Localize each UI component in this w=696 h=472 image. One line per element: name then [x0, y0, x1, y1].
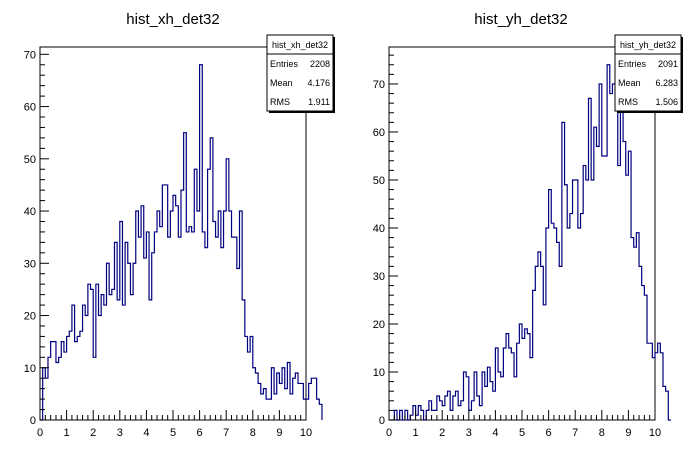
stats-box-frame [266, 34, 334, 112]
stats-label: RMS [618, 97, 638, 107]
chart-title: hist_yh_det32 [474, 11, 567, 28]
x-tick-label: 5 [519, 427, 525, 439]
histogram-panel-yh: hist_yh_det32 0 1 2 3 4 5 6 7 8 9 10 10 20 30 40 50 60 70 0… [373, 11, 683, 439]
x-tick-label: 6 [546, 427, 552, 439]
y-tick-label: 60 [24, 102, 36, 114]
stats-box-frame [614, 34, 682, 112]
y-tick-label: 70 [373, 79, 385, 91]
x-tick-label: 9 [625, 427, 631, 439]
stats-name: hist_xh_det32 [272, 40, 328, 50]
y-tick-label: 40 [24, 206, 36, 218]
x-tick-label: 8 [599, 427, 605, 439]
y-tick-label: 0 [379, 415, 385, 427]
stats-name: hist_yh_det32 [620, 40, 676, 50]
x-tick-label: 8 [250, 427, 256, 439]
y-tick-label: 50 [24, 154, 36, 166]
x-tick-label: 3 [466, 427, 472, 439]
x-tick-label: 2 [439, 427, 445, 439]
stats-value: 1.911 [308, 97, 330, 107]
y-tick-label: 20 [373, 319, 385, 331]
stats-label: Mean [270, 78, 293, 88]
stats-label: Entries [618, 59, 647, 69]
stats-label: Mean [618, 78, 641, 88]
histogram-series [40, 64, 323, 421]
x-tick-label: 6 [197, 427, 203, 439]
x-tick-label: 7 [223, 427, 229, 439]
x-tick-label: 1 [64, 427, 70, 439]
x-tick-label: 1 [413, 427, 419, 439]
x-tick-label: 2 [90, 427, 96, 439]
x-tick-label: 10 [300, 427, 312, 439]
x-tick-label: 0 [386, 427, 392, 439]
stats-value: 6.283 [655, 78, 678, 88]
y-tick-label: 60 [373, 127, 385, 139]
y-tick-label: 50 [373, 175, 385, 187]
y-tick-label: 30 [373, 271, 385, 283]
stats-value: 4.176 [307, 78, 330, 88]
y-tick-label: 70 [24, 49, 36, 61]
x-tick-label: 4 [143, 427, 149, 439]
histogram-panel-xh: hist_xh_det32 0 1 2 3 4 5 6 7 8 9 10 10 20 30 40 50 60 70 0… [24, 11, 335, 439]
stats-value: 1.506 [655, 97, 678, 107]
x-tick-label: 0 [37, 427, 43, 439]
x-tick-label: 5 [170, 427, 176, 439]
y-tick-label: 30 [24, 258, 36, 270]
stats-box: hist_yh_det32 Entries 2091 Mean 6.283 RMS 1.50… [614, 34, 683, 113]
stats-value: 2208 [310, 59, 330, 69]
x-tick-label: 7 [572, 427, 578, 439]
y-tick-label: 10 [24, 363, 36, 375]
y-tick-label: 40 [373, 223, 385, 235]
histogram-series [389, 64, 671, 421]
y-tick-label: 0 [30, 415, 36, 427]
x-tick-label: 10 [649, 427, 661, 439]
stats-value: 2091 [658, 59, 678, 69]
y-tick-label: 10 [373, 367, 385, 379]
stats-label: Entries [270, 59, 299, 69]
x-tick-label: 3 [117, 427, 123, 439]
chart-title: hist_xh_det32 [126, 11, 219, 28]
stats-box: hist_xh_det32 Entries 2208 Mean 4.176 RMS 1.91… [266, 34, 335, 113]
x-tick-label: 9 [276, 427, 282, 439]
plot-frame [39, 46, 307, 421]
stats-label: RMS [270, 97, 290, 107]
x-tick-label: 4 [492, 427, 498, 439]
y-tick-label: 20 [24, 311, 36, 323]
